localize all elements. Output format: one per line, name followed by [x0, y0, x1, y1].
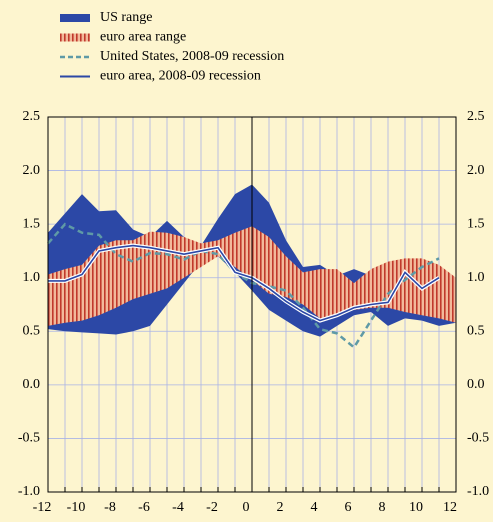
x-tick-label: -10: [67, 500, 86, 515]
x-tick-label: -2: [206, 500, 218, 515]
legend-label: United States, 2008-09 recession: [100, 49, 284, 64]
y-tick-label-right: 0.5: [467, 324, 485, 339]
y-tick-label: 2.5: [23, 109, 41, 124]
y-tick-label-right: 1.5: [467, 216, 485, 231]
x-tick-label: -6: [138, 500, 150, 515]
legend-label: euro area range: [100, 30, 186, 45]
series-line: [48, 244, 440, 322]
legend-label: US range: [100, 10, 153, 25]
x-tick-label: 10: [409, 500, 423, 515]
y-tick-label: -1.0: [18, 484, 40, 499]
x-tick-label: 12: [443, 500, 457, 515]
y-tick-label-right: 1.0: [467, 270, 485, 285]
x-tick-label: 2: [277, 500, 284, 515]
y-tick-label: -0.5: [18, 431, 40, 446]
y-tick-label-right: 2.0: [467, 163, 485, 178]
y-tick-label: 0.5: [23, 324, 41, 339]
x-tick-label: -4: [172, 500, 184, 515]
y-tick-label-right: -1.0: [467, 484, 489, 499]
y-tick-label-right: 0.0: [467, 377, 485, 392]
x-tick-label: 4: [311, 500, 318, 515]
legend-swatch: [60, 33, 90, 42]
x-tick-label: 0: [243, 500, 250, 515]
y-tick-label-right: -0.5: [467, 431, 489, 446]
y-tick-label: 1.0: [23, 270, 41, 285]
y-tick-label: 1.5: [23, 216, 41, 231]
x-tick-label: 6: [345, 500, 352, 515]
legend-label: euro area, 2008-09 recession: [100, 69, 261, 84]
x-tick-label: -8: [104, 500, 116, 515]
legend-swatch: [60, 14, 90, 22]
x-tick-label: -12: [33, 500, 52, 515]
y-tick-label: 2.0: [23, 163, 41, 178]
series-line: [47, 222, 440, 350]
x-tick-label: 8: [379, 500, 386, 515]
y-tick-label-right: 2.5: [467, 109, 485, 124]
y-tick-label: 0.0: [23, 377, 41, 392]
